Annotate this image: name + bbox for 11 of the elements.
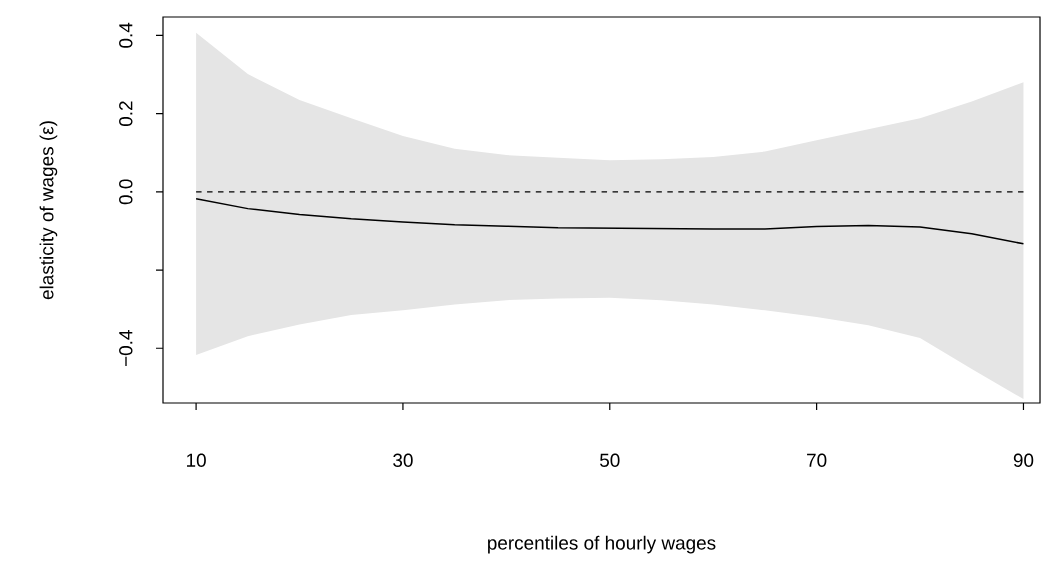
x-tick-label: 30 xyxy=(393,453,413,467)
x-tick-label: 90 xyxy=(1013,453,1034,467)
x-tick-label: 10 xyxy=(187,453,206,467)
x-tick-label: 70 xyxy=(807,453,827,467)
y-tick-label: 0.4 xyxy=(119,22,133,48)
y-axis-title: elasticity of wages (ε) xyxy=(39,121,58,300)
y-tick-label: −0.4 xyxy=(119,330,133,366)
y-tick-label: 0.2 xyxy=(119,101,133,127)
y-tick-label: 0.0 xyxy=(119,179,133,205)
x-tick-label: 50 xyxy=(600,453,620,467)
x-axis-title: percentiles of hourly wages xyxy=(488,535,716,554)
